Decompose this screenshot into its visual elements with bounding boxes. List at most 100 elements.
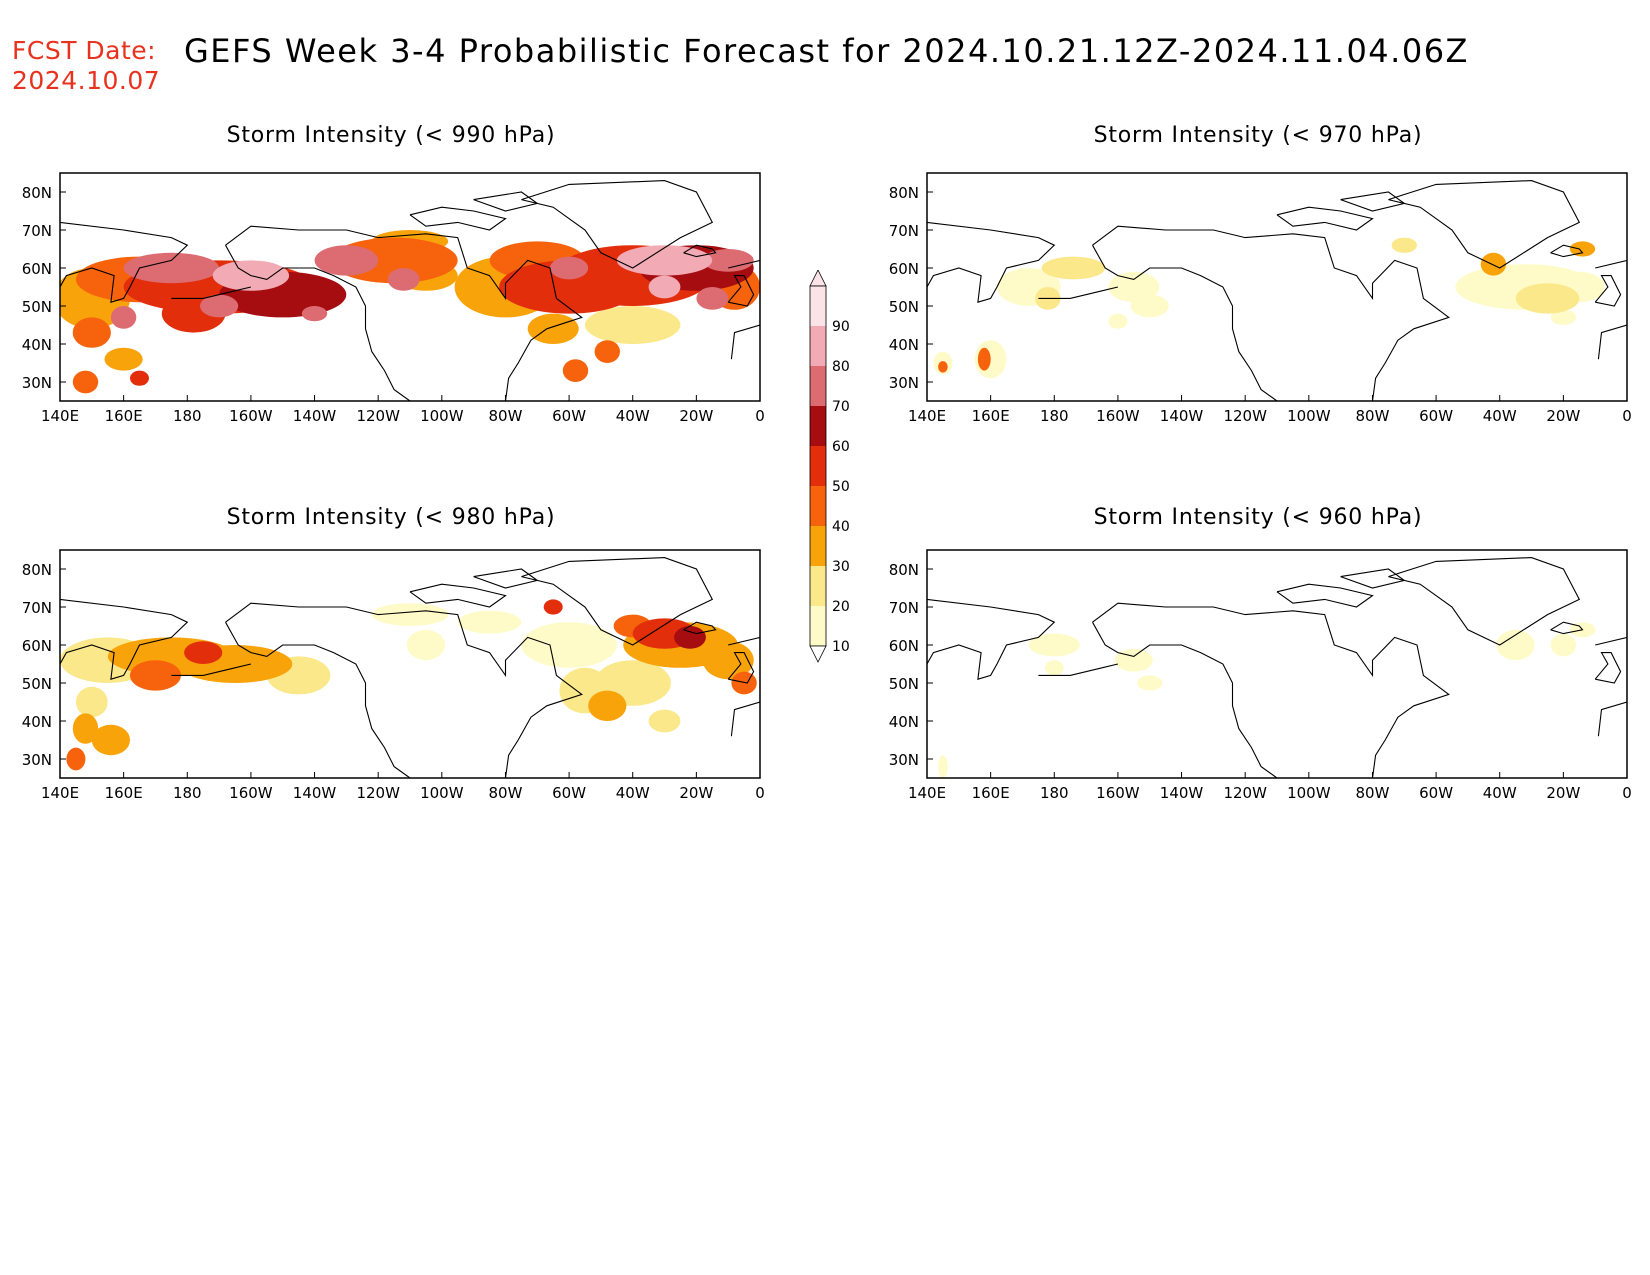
lon-tick-label: 160E — [105, 784, 143, 802]
lon-tick-label: 60W — [1419, 784, 1453, 802]
coastline — [1550, 621, 1584, 635]
lon-tick-label: 0 — [755, 407, 765, 425]
probability-cell — [72, 370, 99, 394]
lon-tick-label: 80W — [488, 784, 522, 802]
probability-cell — [1137, 675, 1163, 691]
lon-tick-label: 40W — [616, 784, 650, 802]
lat-tick-label: 50N — [22, 675, 52, 693]
panel-title-990: Storm Intensity (< 990 hPa) — [226, 123, 556, 148]
probability-shading — [60, 599, 757, 771]
probability-cell — [1028, 633, 1080, 657]
lon-tick-label: 80W — [488, 407, 522, 425]
lon-tick-label: 40W — [616, 407, 650, 425]
probability-cell — [696, 287, 729, 310]
coastlines — [927, 557, 1627, 778]
coastline — [927, 598, 1056, 680]
lon-tick-label: 140E — [908, 407, 946, 425]
coastline — [927, 221, 1056, 303]
lon-tick-label: 140E — [908, 784, 946, 802]
probability-cell — [977, 347, 991, 371]
lon-tick-label: 60W — [1419, 407, 1453, 425]
lon-tick-label: 120W — [1223, 784, 1267, 802]
lon-tick-label: 140W — [1160, 784, 1204, 802]
coastline — [1276, 583, 1374, 608]
probability-cell — [72, 317, 111, 348]
colorbar-segment — [810, 486, 826, 526]
lon-tick-label: 140E — [41, 407, 79, 425]
lat-tick-label: 40N — [22, 336, 52, 354]
probability-cell — [1480, 252, 1507, 276]
colorbar-segment — [810, 566, 826, 606]
lat-tick-label: 30N — [22, 374, 52, 392]
probability-cell — [75, 686, 108, 718]
colorbar-label: 30 — [832, 559, 850, 575]
coastline — [171, 663, 252, 676]
lon-tick-label: 160E — [972, 784, 1010, 802]
probability-cell — [123, 252, 220, 284]
lat-tick-label: 60N — [889, 637, 919, 655]
probability-cell — [594, 340, 620, 363]
lat-tick-label: 80N — [22, 184, 52, 202]
lat-tick-label: 70N — [22, 599, 52, 617]
coastline — [1388, 557, 1581, 646]
probability-shading — [933, 237, 1605, 379]
probability-cell — [110, 306, 137, 329]
colorbar-label: 70 — [832, 399, 850, 415]
lon-tick-label: 140W — [293, 784, 337, 802]
coastline — [225, 602, 583, 778]
coastline — [521, 180, 714, 269]
lat-tick-label: 80N — [22, 561, 52, 579]
colorbar-segment — [810, 606, 826, 646]
lon-tick-label: 20W — [679, 407, 713, 425]
probability-cell — [731, 671, 757, 695]
lon-tick-label: 120W — [356, 784, 400, 802]
probability-cell — [1108, 313, 1128, 329]
probability-cell — [1114, 648, 1153, 672]
lon-tick-label: 160W — [229, 407, 273, 425]
lon-tick-label: 160E — [105, 407, 143, 425]
colorbar-segment — [810, 366, 826, 406]
colorbar: 90 80 70 60 50 40 30 20 10 — [809, 270, 850, 663]
colorbar-segment — [810, 526, 826, 566]
probability-cell — [91, 724, 130, 756]
probability-cell — [543, 599, 563, 615]
coastlines — [927, 180, 1627, 401]
coastline — [683, 244, 717, 258]
lon-tick-label: 40W — [1483, 407, 1517, 425]
probability-cell — [1044, 660, 1064, 676]
lat-tick-label: 30N — [22, 751, 52, 769]
coastline — [409, 206, 507, 231]
lat-tick-label: 60N — [22, 637, 52, 655]
colorbar-bottom-triangle — [809, 645, 827, 663]
lat-tick-label: 80N — [889, 561, 919, 579]
lat-tick-label: 40N — [889, 713, 919, 731]
lat-tick-label: 40N — [889, 336, 919, 354]
probability-cell — [550, 256, 589, 280]
probability-cell — [1550, 309, 1577, 325]
coastline — [521, 557, 714, 646]
colorbar-label: 80 — [832, 359, 850, 375]
lon-tick-label: 60W — [552, 784, 586, 802]
probability-cell — [648, 275, 681, 299]
probability-cell — [938, 361, 948, 373]
lon-tick-label: 20W — [1546, 407, 1580, 425]
lon-tick-label: 100W — [1287, 407, 1331, 425]
map-frame — [926, 172, 1628, 402]
forecast-date-label: FCST Date: — [12, 36, 157, 65]
colorbar-segment — [810, 446, 826, 486]
probability-cell — [314, 245, 379, 276]
probability-cell — [674, 626, 706, 649]
lon-tick-label: 20W — [679, 784, 713, 802]
probability-cell — [1130, 294, 1169, 318]
probability-cell — [1496, 629, 1535, 661]
map-panel: 140E 160E 180 160W 140W 120W 100W 80W 60W 40W 20W 0… — [22, 549, 765, 802]
probability-cell — [371, 603, 449, 626]
lon-tick-label: 160W — [229, 784, 273, 802]
coastline — [225, 225, 583, 401]
panel-title-960: Storm Intensity (< 960 hPa) — [1093, 505, 1423, 530]
lon-tick-label: 0 — [1622, 784, 1632, 802]
lat-tick-label: 50N — [889, 298, 919, 316]
probability-cell — [387, 268, 420, 291]
lat-tick-label: 80N — [889, 184, 919, 202]
coastline — [727, 652, 755, 684]
